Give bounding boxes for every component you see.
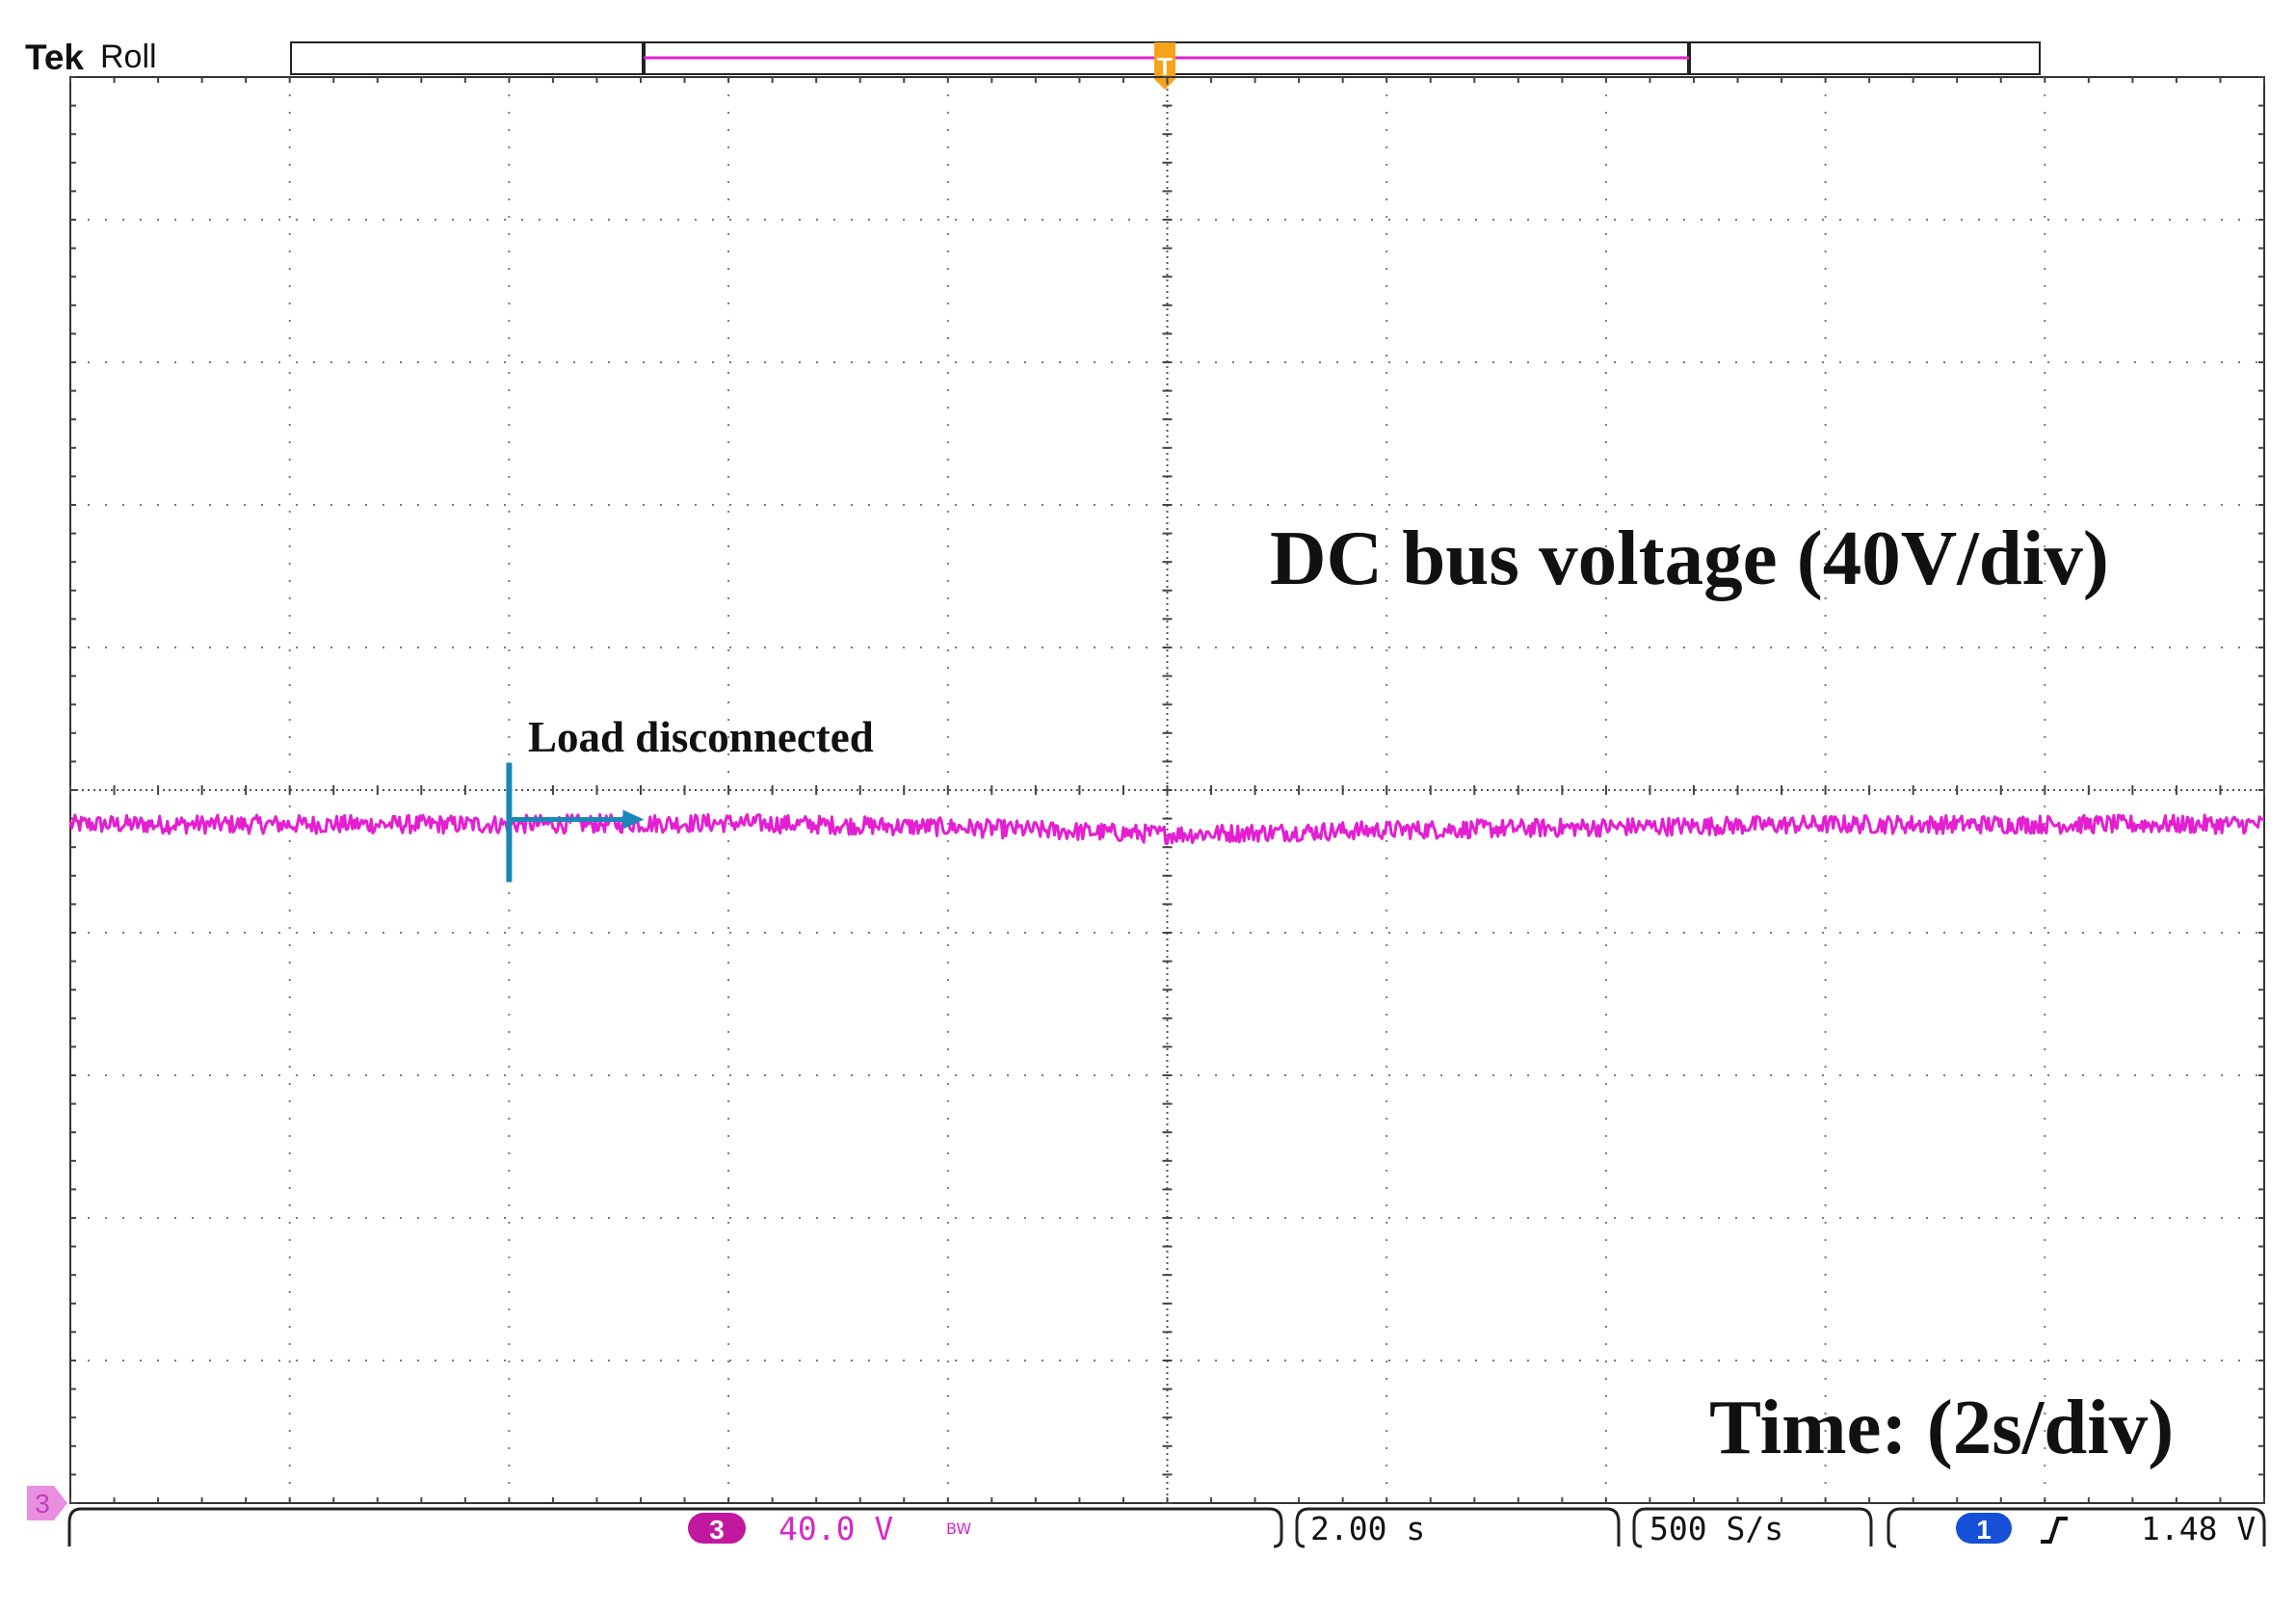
svg-text:T: T: [1157, 52, 1173, 81]
graticule: [69, 76, 2265, 1504]
trigger-frame: [1887, 1507, 2266, 1548]
rising-edge-icon[interactable]: [2041, 1517, 2068, 1544]
trigger-channel-badge[interactable]: [1956, 1513, 2012, 1544]
record-overview-bar: T: [290, 41, 2041, 90]
bandwidth-limit-icon: BW: [946, 1520, 971, 1538]
arrowhead-icon: [622, 809, 645, 830]
load-disconnected-marker: [506, 762, 645, 883]
channel-scale-value[interactable]: 40.0 V: [779, 1510, 893, 1547]
channel-readout-frame: [67, 1507, 1283, 1548]
ground-marker-label: 3: [35, 1489, 50, 1519]
event-label: Load disconnected: [528, 713, 874, 761]
dc-bus-voltage-trace: [68, 812, 2265, 845]
timebase-value[interactable]: 2.00 s: [1310, 1510, 1425, 1547]
channel-3-badge-number: 3: [709, 1515, 725, 1545]
status-bar: 3 40.0 V BW 2.00 s 500 S/s 1 1.48 V: [67, 1507, 2266, 1548]
sample-rate-frame: [1632, 1507, 1873, 1548]
timebase-frame: [1295, 1507, 1621, 1548]
time-annotation: Time: (2s/div): [1709, 1384, 2174, 1470]
trigger-position-icon: T: [1154, 42, 1175, 90]
trigger-channel-number: 1: [1976, 1515, 1992, 1545]
signal-annotation: DC bus voltage (40V/div): [1270, 515, 2109, 601]
channel-3-ground-marker: 3: [27, 1486, 67, 1520]
trigger-level-value[interactable]: 1.48 V: [2141, 1510, 2256, 1547]
channel-3-badge[interactable]: [688, 1513, 746, 1544]
sample-rate-value[interactable]: 500 S/s: [1649, 1510, 1783, 1547]
brand-label: Tek: [25, 38, 84, 77]
acquisition-mode-label: Roll: [100, 39, 157, 75]
